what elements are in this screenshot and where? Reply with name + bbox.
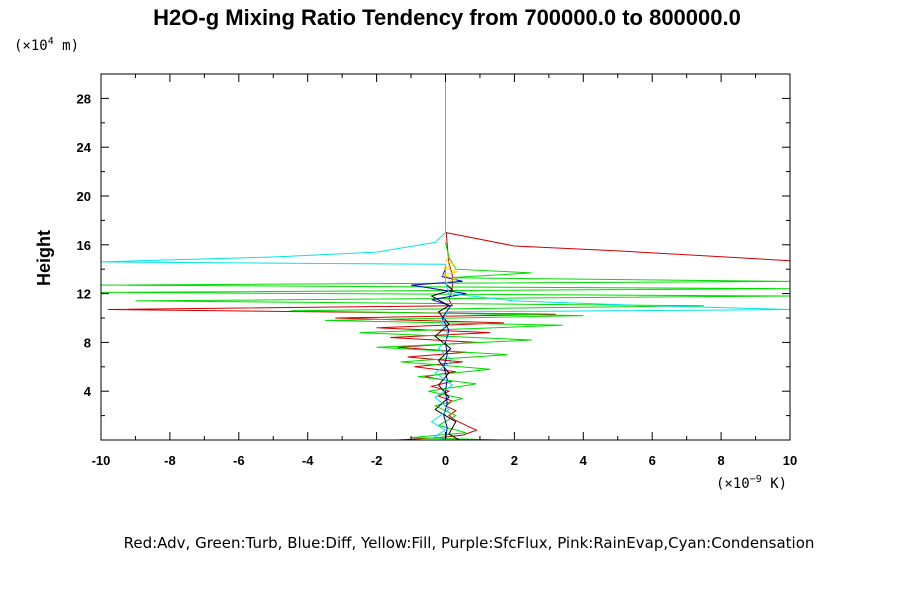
x-units-label: (×10−9 K) bbox=[716, 474, 787, 492]
x-tick-label: 6 bbox=[649, 453, 656, 468]
x-tick-label: 2 bbox=[511, 453, 518, 468]
plot-frame bbox=[100, 73, 791, 441]
y-tick-label: 4 bbox=[84, 384, 92, 399]
y-tick-label: 20 bbox=[77, 189, 91, 204]
x-units-prefix: (×10 bbox=[716, 476, 750, 492]
chart-title: H2O-g Mixing Ratio Tendency from 700000.… bbox=[153, 5, 741, 30]
x-tick-label: 0 bbox=[442, 453, 449, 468]
series-fill-line bbox=[441, 256, 458, 284]
x-tick-label: -4 bbox=[302, 453, 314, 468]
y-tick-label: 16 bbox=[77, 238, 91, 253]
x-tick-label: 10 bbox=[783, 453, 797, 468]
x-units-suffix: K) bbox=[762, 476, 787, 492]
series-adv-line bbox=[107, 231, 790, 440]
y-tick-label: 12 bbox=[77, 287, 91, 302]
y-axis-title: Height bbox=[34, 230, 54, 286]
y-units-suffix: m) bbox=[54, 38, 79, 54]
y-units-label: (×104 m) bbox=[14, 36, 79, 54]
legend-text: Red:Adv, Green:Turb, Blue:Diff, Yellow:F… bbox=[124, 534, 815, 552]
y-tick-label: 28 bbox=[77, 91, 91, 106]
x-tick-label: 8 bbox=[717, 453, 724, 468]
series-turb-line bbox=[101, 242, 790, 440]
x-units-exp: −9 bbox=[750, 474, 762, 485]
y-tick-label: 8 bbox=[84, 335, 91, 350]
x-tick-label: -2 bbox=[371, 453, 383, 468]
series-diff-line bbox=[411, 268, 467, 440]
x-tick-label: 4 bbox=[580, 453, 588, 468]
x-tick-label: -10 bbox=[92, 453, 111, 468]
series-layer bbox=[101, 74, 790, 440]
y-units-exp: 4 bbox=[48, 36, 54, 47]
x-tick-label: -8 bbox=[164, 453, 176, 468]
x-tick-label: -6 bbox=[233, 453, 245, 468]
y-tick-label: 24 bbox=[77, 140, 92, 155]
series-sfcflux-line bbox=[430, 283, 460, 440]
y-units-prefix: (×10 bbox=[14, 38, 48, 54]
series-condensation-line bbox=[101, 74, 790, 440]
